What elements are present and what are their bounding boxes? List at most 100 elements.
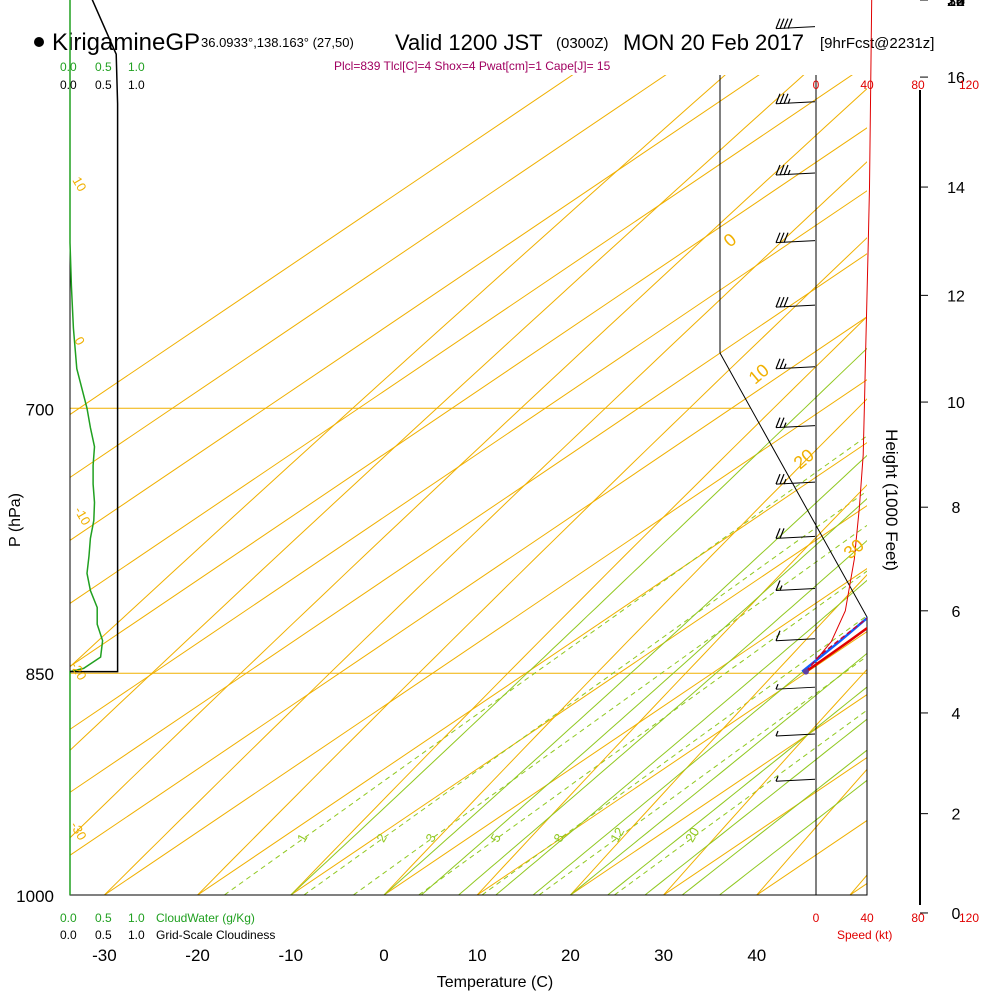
barb-staff (775, 425, 816, 429)
wind-barb-920 (775, 775, 816, 782)
temp-tick--20: -20 (185, 946, 210, 965)
barb-half (775, 775, 779, 782)
moist-adiabat-28 (644, 718, 867, 895)
isotherm-label-2: 20 (790, 445, 818, 473)
barb-feather (783, 296, 789, 308)
barb-feather (779, 528, 785, 539)
cloud-profiles (69, 0, 119, 895)
isotherm--60 (70, 190, 867, 730)
site-name: KirigamineGP (52, 29, 200, 56)
barb-feather (787, 18, 793, 29)
utc-time: (0300Z) (556, 35, 609, 52)
isobar-lines (70, 407, 867, 896)
height-tick-16: 16 (947, 70, 965, 87)
speed-label: Speed (kt) (837, 928, 892, 942)
pressure-tick-1000: 1000 (16, 887, 54, 906)
dry-adiabat--20 (196, 237, 867, 895)
wind-barb-560 (775, 93, 816, 105)
temp-tick--10: -10 (279, 946, 304, 965)
isotherm--30 (104, 379, 867, 895)
barb-feather (779, 18, 785, 29)
barb-staff (775, 26, 816, 30)
cloudwater-tick-0: 0.0 (60, 911, 77, 925)
barb-staff (775, 481, 816, 485)
height-tick-28: 28 (947, 0, 965, 10)
isotherm--20 (197, 442, 867, 895)
barb-feather (775, 528, 781, 539)
temp-tick-30: 30 (654, 946, 673, 965)
barb-feather (783, 232, 789, 243)
moist-adiabat-24 (607, 686, 867, 895)
temp-tick--30: -30 (92, 946, 117, 965)
cloudwater-tick-2: 1.0 (128, 911, 145, 925)
mixing-ratio-lines (224, 435, 867, 895)
mixing-ratio-label-4: 8 (550, 831, 567, 845)
dry-adiabat--30 (103, 161, 867, 895)
barb-staff (775, 733, 816, 737)
cloudwater-tick-top-1: 0.5 (95, 60, 112, 74)
speed-tick-bottom-0: 0 (813, 911, 820, 925)
barb-staff (775, 240, 816, 244)
barb-staff (775, 101, 816, 105)
barb-half (775, 730, 779, 737)
isotherm-40 (756, 819, 867, 895)
mixing-ratio-label-5: 12 (607, 825, 627, 845)
cloudiness-tick-0: 0.0 (60, 928, 77, 942)
barb-feather (779, 93, 785, 105)
speed-tick-top-40: 40 (860, 78, 874, 92)
isotherm-60 (943, 0, 1000, 895)
barb-feather (783, 164, 789, 176)
mixing-ratio-label-2: 3 (422, 831, 439, 845)
barb-feather (783, 93, 789, 105)
barb-feather (775, 232, 781, 243)
wind-speed-profile (818, 0, 873, 658)
cloudwater-tick-1: 0.5 (95, 911, 112, 925)
y-axis-label: P (hPa) (7, 493, 24, 547)
moist-adiabat--10 (290, 347, 867, 895)
height-tick-20: 20 (947, 0, 965, 10)
height-axis-label: Height (1000 Feet) (882, 429, 901, 571)
cloudiness-label: Grid-Scale Cloudiness (156, 928, 275, 942)
mixing-ratio-label-6: 20 (682, 825, 702, 845)
mixing-ratio-3 (353, 524, 867, 895)
isotherm-20 (570, 693, 867, 895)
height-tick-26: 26 (947, 0, 965, 10)
mixing-ratio-20 (614, 709, 867, 895)
barb-feather (775, 580, 781, 591)
height-tick-22: 22 (947, 0, 965, 10)
barb-feather (775, 358, 781, 369)
mixing-ratio-8 (481, 615, 867, 895)
speed-tick-top-0: 0 (813, 78, 820, 92)
height-tick-18: 18 (947, 0, 965, 10)
barb-staff (775, 778, 816, 782)
dry-adiabat-label-3: -20 (67, 659, 89, 683)
isotherm-10 (476, 631, 867, 895)
barb-half (787, 98, 791, 105)
cloudiness-tick-2: 1.0 (128, 928, 145, 942)
profile-lines (801, 616, 867, 675)
cloudwater-tick-top-2: 1.0 (128, 60, 145, 74)
wind-barb-620 (775, 232, 816, 244)
profile-temperature (805, 626, 867, 673)
barb-feather (775, 164, 781, 176)
barb-feather (779, 296, 785, 308)
dry-adiabat-20 (569, 574, 867, 895)
isotherm-50 (849, 882, 867, 895)
mixing-ratio-2 (303, 490, 867, 895)
height-tick-4: 4 (952, 706, 961, 723)
isotherm--70 (70, 127, 867, 667)
site-marker-icon (34, 37, 44, 47)
temp-tick-0: 0 (379, 946, 388, 965)
barb-feather (775, 417, 781, 428)
valid-time: Valid 1200 JST (395, 30, 543, 55)
barb-feather (779, 417, 785, 428)
isotherm-0 (383, 568, 867, 895)
pressure-tick-850: 850 (26, 665, 54, 684)
dry-adiabat-40 (756, 768, 867, 895)
dry-adiabat-label-2: -10 (71, 504, 93, 528)
dry-adiabat-60 (888, 0, 1000, 962)
cloudiness-tick-top-2: 1.0 (128, 78, 145, 92)
height-tick-30: 30 (947, 0, 965, 10)
isotherm--40 (70, 316, 867, 856)
barb-feather (775, 473, 781, 485)
